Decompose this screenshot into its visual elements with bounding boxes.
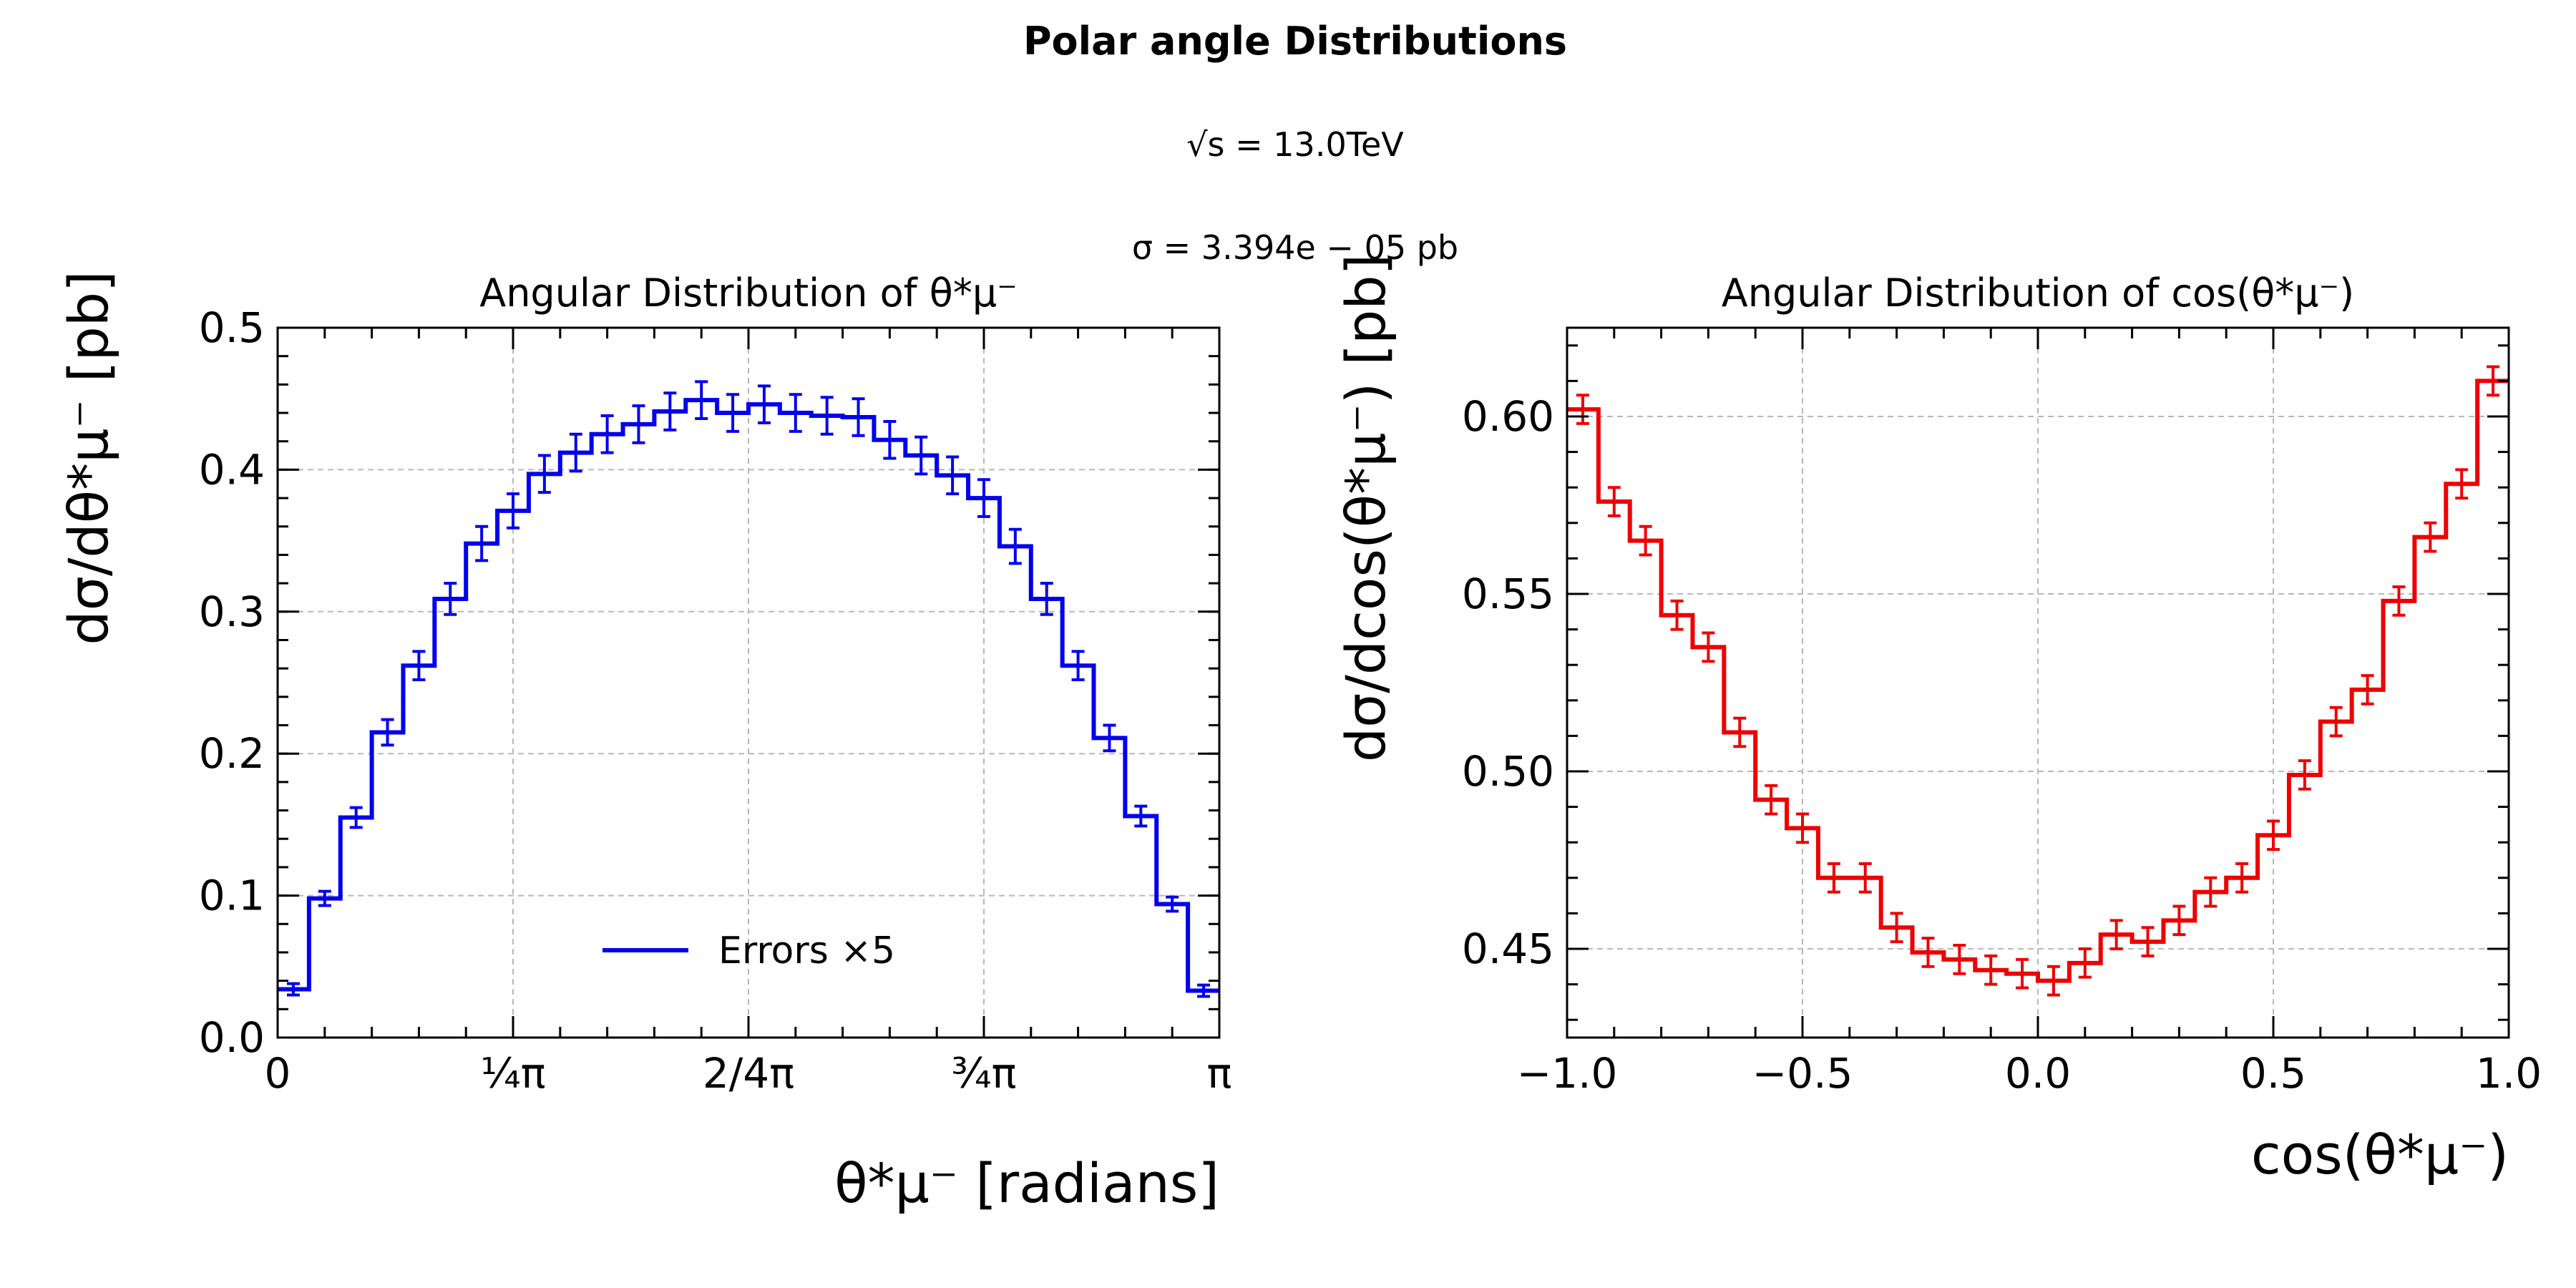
- theta-x-axis-label: θ*μ⁻ [radians]: [834, 1151, 1219, 1215]
- theta-x-tick-label: π: [1207, 1049, 1232, 1098]
- cos-theta-x-axis-label: cos(θ*μ⁻): [2251, 1123, 2509, 1186]
- theta-step-line: [278, 398, 1219, 993]
- theta-y-tick-label: 0.0: [199, 1013, 265, 1062]
- cos-theta-x-tick-label: −0.5: [1752, 1049, 1853, 1098]
- legend-label: Errors ×5: [718, 930, 895, 972]
- cos-theta-histogram: [1567, 365, 2509, 997]
- theta-x-tick-label: 2/4π: [703, 1049, 794, 1098]
- cos-theta-axis-ticks: −1.0 −0.5 0.0 0.5 1.0 0.45 0.50 0.55 0.60: [1462, 328, 2542, 1098]
- cos-theta-panel-title: Angular Distribution of cos(θ*μ⁻): [1722, 270, 2354, 316]
- cos-theta-step-line: [1567, 379, 2509, 983]
- theta-y-tick-label: 0.1: [199, 872, 265, 920]
- cos-theta-y-tick-label: 0.55: [1462, 570, 1554, 618]
- cos-theta-y-tick-label: 0.60: [1462, 392, 1554, 441]
- theta-x-tick-label: 0: [265, 1049, 291, 1098]
- theta-y-tick-label: 0.3: [199, 587, 265, 636]
- energy-label: √s = 13.0TeV: [1186, 125, 1404, 164]
- cos-theta-x-tick-label: 0.5: [2240, 1049, 2306, 1098]
- theta-x-tick-label: ¾π: [951, 1049, 1016, 1098]
- cross-section-label: σ = 3.394e − 05 pb: [1132, 228, 1458, 267]
- theta-x-tick-label: ¼π: [480, 1049, 545, 1098]
- theta-y-axis-label: dσ/dθ*μ⁻ [pb]: [57, 270, 120, 645]
- theta-y-tick-label: 0.5: [199, 303, 265, 352]
- figure-title: Polar angle Distributions: [1023, 19, 1567, 64]
- cos-theta-x-tick-label: 1.0: [2476, 1049, 2542, 1098]
- theta-axis-ticks: 0 ¼π 2/4π ¾π π 0.0 0.1 0.2 0.3 0.4 0.5: [199, 303, 1232, 1098]
- theta-panel-title: Angular Distribution of θ*μ⁻: [479, 270, 1017, 316]
- theta-y-tick-label: 0.2: [199, 729, 265, 778]
- cos-theta-panel: −1.0 −0.5 0.0 0.5 1.0 0.45 0.50 0.55 0.60 Angula…: [1334, 254, 2542, 1186]
- theta-y-tick-label: 0.4: [199, 445, 265, 494]
- cos-theta-y-axis-label: dσ/dcos(θ*μ⁻) [pb]: [1334, 254, 1397, 762]
- cos-theta-x-tick-label: −1.0: [1517, 1049, 1618, 1098]
- theta-histogram: [278, 380, 1219, 998]
- cos-theta-y-tick-label: 0.45: [1462, 924, 1554, 973]
- cos-theta-y-tick-label: 0.50: [1462, 747, 1554, 796]
- theta-panel: 0 ¼π 2/4π ¾π π 0.0 0.1 0.2 0.3 0.4 0.5 Angular Dis…: [57, 270, 1231, 1215]
- theta-plot-frame: [276, 326, 1221, 1039]
- cos-theta-x-tick-label: 0.0: [2005, 1049, 2071, 1098]
- theta-legend: Errors ×5: [602, 930, 895, 972]
- cos-theta-grid: [1567, 328, 2509, 1038]
- cos-theta-plot-frame: [1566, 326, 2510, 1039]
